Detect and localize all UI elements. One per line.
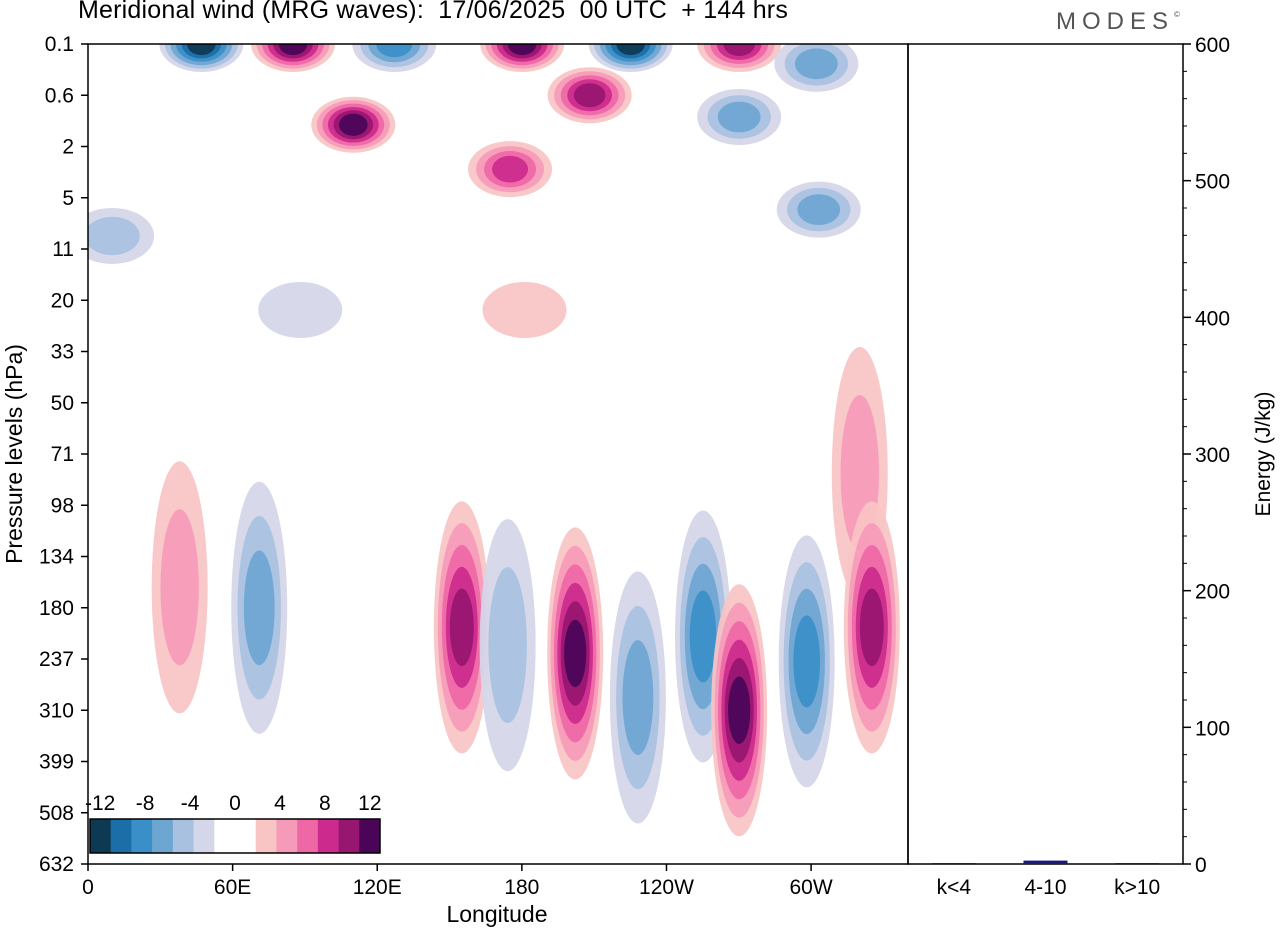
energy-frame [907, 43, 1184, 865]
field-cell [776, 181, 861, 238]
field-cell [547, 67, 632, 124]
field-cell [778, 535, 835, 788]
y-tick-label: 5 [62, 187, 74, 210]
colorbar: -12 -8 -4 0 4 8 12 [85, 792, 382, 854]
energy-category-label: k<4 [937, 876, 972, 899]
x-tick-label: 180 [504, 876, 539, 899]
y-tick-label: 71 [51, 443, 74, 466]
y-tick-label: 0.6 [45, 84, 74, 107]
colorbar-label: 0 [229, 792, 241, 815]
colorbar-swatch [297, 819, 319, 853]
field-cell [843, 501, 900, 754]
energy-tick-label: 400 [1195, 307, 1230, 330]
colorbar-swatch [131, 819, 153, 853]
y-tick-label: 11 [52, 238, 74, 261]
wind-field [88, 44, 900, 837]
field-cell [588, 44, 673, 72]
colorbar-swatch [214, 819, 236, 853]
field-cell [480, 44, 565, 72]
y-tick-label: 399 [39, 751, 74, 774]
colorbar-label: -4 [181, 792, 200, 815]
field-cell [231, 481, 288, 734]
y-tick-label: 50 [51, 392, 74, 415]
y-tick-label: 2 [62, 136, 74, 159]
field-cell [774, 44, 859, 92]
y-tick-label: 0.1 [45, 33, 74, 56]
field-cell [697, 44, 782, 72]
energy-bar [1023, 860, 1068, 864]
energy-tick-label: 600 [1195, 34, 1230, 57]
field-cell [468, 141, 553, 198]
energy-axis-label: Energy (J/kg) [1252, 392, 1275, 517]
field-cell [479, 519, 536, 772]
colorbar-swatch [359, 819, 381, 853]
colorbar-label: 12 [358, 792, 381, 815]
x-tick-label: 60E [214, 876, 251, 899]
chart-title: Meridional wind (MRG waves): 17/06/2025 … [78, 0, 789, 24]
colorbar-swatch [172, 819, 194, 853]
energy-tick-label: 200 [1195, 581, 1230, 604]
colorbar-swatch [338, 819, 360, 853]
energy-tick-label: 300 [1195, 444, 1230, 467]
y-tick-label: 20 [51, 289, 74, 312]
colorbar-swatch [276, 819, 298, 853]
energy-category-label: k>10 [1114, 876, 1160, 899]
x-axis-label: Longitude [446, 901, 547, 927]
brand-logo: MODES© [1056, 8, 1180, 35]
y-tick-label: 98 [51, 494, 74, 517]
x-tick-label: 60W [790, 876, 833, 899]
y-tick-label: 33 [51, 341, 74, 364]
x-tick-label: 0 [82, 876, 94, 899]
energy-bar [1115, 863, 1160, 864]
colorbar-swatch [152, 819, 174, 853]
x-tick-label: 120W [639, 876, 694, 899]
colorbar-label: -12 [85, 792, 115, 815]
axes: 0.1 0.6 2 5 11 20 33 50 71 98 134 180 237 310 399 508 63… [1, 33, 1275, 927]
field-cell [675, 510, 731, 763]
field-cell [697, 88, 782, 145]
energy-tick-label: 100 [1195, 717, 1230, 740]
field-cell [609, 571, 666, 824]
energy-tick-label: 500 [1195, 171, 1230, 194]
field-cell [151, 461, 208, 714]
colorbar-swatch [90, 819, 112, 853]
colorbar-swatch [317, 819, 339, 853]
colorbar-label: 4 [274, 792, 286, 815]
energy-bars: k<4 4-10 k>10 [931, 860, 1160, 899]
y-tick-label: 237 [39, 648, 74, 671]
colorbar-label: 8 [319, 792, 331, 815]
energy-tick-label: 0 [1195, 854, 1207, 877]
field-cell [311, 96, 396, 153]
field-cell [159, 44, 244, 72]
field-cell [251, 44, 335, 72]
field-cell [88, 207, 155, 264]
colorbar-frame [89, 818, 381, 854]
colorbar-swatch [255, 819, 277, 853]
field-cell [352, 44, 437, 72]
energy-bar [931, 863, 976, 864]
y-tick-label: 310 [39, 699, 74, 722]
field-cell [547, 527, 604, 780]
y-tick-label: 632 [39, 853, 74, 876]
colorbar-swatch [110, 819, 132, 853]
field-cell [711, 584, 768, 837]
y-tick-label: 180 [39, 597, 74, 620]
colorbar-swatch [235, 819, 257, 853]
field-cell [433, 501, 490, 754]
colorbar-label: -8 [136, 792, 155, 815]
field-cell [258, 282, 343, 339]
field-cell [482, 282, 567, 339]
y-tick-label: 134 [39, 546, 74, 569]
y-axis-label: Pressure levels (hPa) [1, 344, 27, 564]
energy-category-label: 4-10 [1024, 876, 1066, 899]
y-tick-label: 508 [39, 802, 74, 825]
x-tick-label: 120E [353, 876, 402, 899]
colorbar-swatch [193, 819, 215, 853]
